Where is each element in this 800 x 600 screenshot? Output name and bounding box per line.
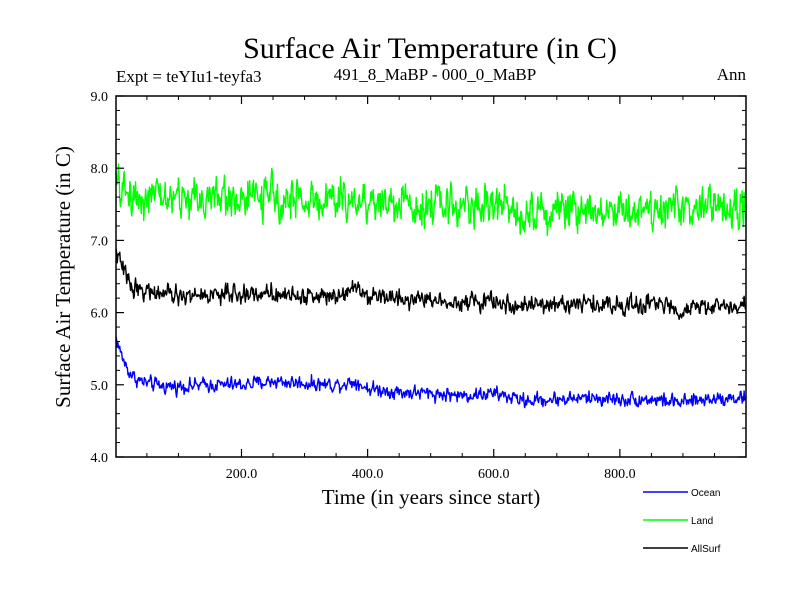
x-tick-label: 200.0 bbox=[226, 467, 258, 482]
y-tick-label: 6.0 bbox=[91, 307, 109, 322]
y-axis-label: Surface Air Temperature (in C) bbox=[51, 146, 75, 408]
legend-label-ocean: Ocean bbox=[691, 488, 720, 499]
series-layer bbox=[115, 163, 747, 409]
series-line-allsurf bbox=[115, 248, 747, 320]
x-axis-label: Time (in years since start) bbox=[322, 485, 541, 509]
y-tick-label: 5.0 bbox=[91, 379, 109, 394]
chart-title: Surface Air Temperature (in C) bbox=[243, 32, 617, 65]
series-line-land bbox=[115, 163, 747, 236]
series-line-ocean bbox=[115, 336, 747, 409]
x-tick-label: 800.0 bbox=[604, 467, 636, 482]
legend-label-allsurf: AllSurf bbox=[691, 544, 721, 555]
x-tick-label: 400.0 bbox=[352, 467, 384, 482]
experiment-label: Expt = teYIu1-teyfa3 bbox=[116, 67, 262, 86]
y-tick-label: 4.0 bbox=[91, 451, 109, 466]
y-tick-label: 7.0 bbox=[91, 234, 109, 249]
period-label: 491_8_MaBP - 000_0_MaBP bbox=[334, 65, 536, 84]
season-label: Ann bbox=[717, 65, 747, 84]
axis-layer: 200.0 400.0 600.0 800.0 4.0 5.0 6.0 7.0 8.0 9.0 bbox=[91, 90, 747, 482]
y-tick-label: 9.0 bbox=[91, 90, 109, 105]
legend-label-land: Land bbox=[691, 516, 713, 527]
y-tick-label: 8.0 bbox=[91, 162, 109, 177]
legend: Ocean Land AllSurf bbox=[643, 488, 721, 555]
x-tick-label: 600.0 bbox=[478, 467, 510, 482]
